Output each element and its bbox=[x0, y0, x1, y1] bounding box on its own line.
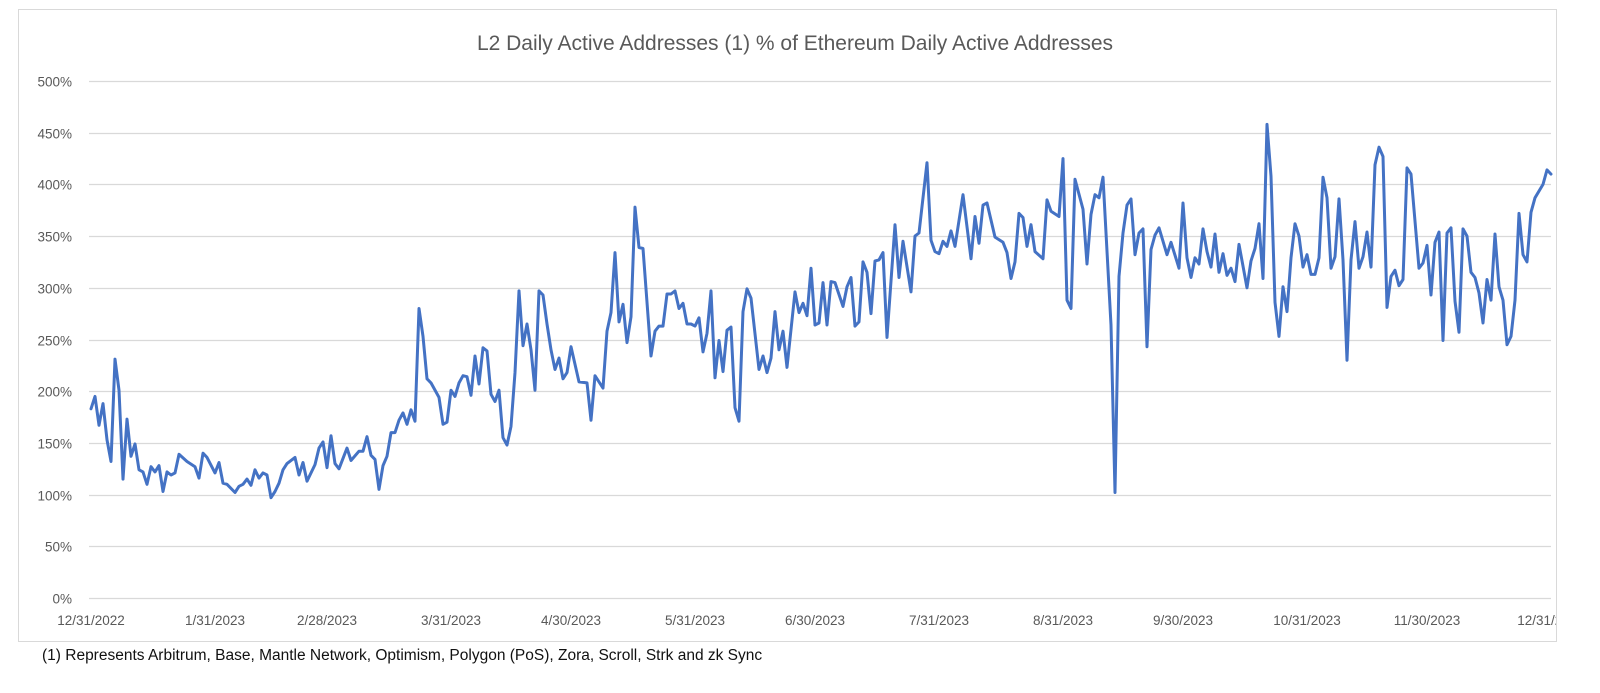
footnote: (1) Represents Arbitrum, Base, Mantle Ne… bbox=[42, 647, 763, 664]
x-tick-label: 8/31/2023 bbox=[1033, 613, 1093, 628]
gridlines bbox=[89, 80, 1551, 600]
x-tick-label: 10/31/2023 bbox=[1273, 613, 1341, 628]
x-tick-label: 6/30/2023 bbox=[785, 613, 845, 628]
x-tick-label: 12/31/2022 bbox=[57, 613, 125, 628]
x-tick-label: 12/31/2023 bbox=[1517, 613, 1585, 628]
x-tick-label: 1/31/2023 bbox=[185, 613, 245, 628]
chart-title: L2 Daily Active Addresses (1) % of Ether… bbox=[477, 32, 1113, 55]
y-tick-label: 100% bbox=[37, 489, 72, 504]
chart-frame bbox=[18, 9, 1557, 642]
x-tick-label: 9/30/2023 bbox=[1153, 613, 1213, 628]
y-tick-label: 250% bbox=[37, 334, 72, 349]
x-tick-label: 11/30/2023 bbox=[1394, 613, 1461, 628]
y-tick-label: 300% bbox=[37, 282, 72, 297]
y-tick-label: 50% bbox=[45, 540, 72, 555]
y-tick-label: 450% bbox=[37, 127, 72, 142]
y-tick-label: 200% bbox=[37, 385, 72, 400]
y-tick-label: 500% bbox=[37, 75, 72, 90]
series-group bbox=[89, 122, 1553, 500]
y-tick-label: 400% bbox=[37, 178, 72, 193]
x-tick-label: 7/31/2023 bbox=[909, 613, 969, 628]
x-tick-label: 3/31/2023 bbox=[421, 613, 481, 628]
x-tick-label: 4/30/2023 bbox=[541, 613, 601, 628]
y-tick-label: 350% bbox=[37, 230, 72, 245]
x-axis-ticks: 12/31/2022 1/31/2023 2/28/2023 3/31/2023 4/3… bbox=[57, 613, 1585, 628]
y-tick-label: 150% bbox=[37, 437, 72, 452]
x-tick-label: 5/31/2023 bbox=[665, 613, 725, 628]
x-tick-label: 2/28/2023 bbox=[297, 613, 357, 628]
series-line bbox=[89, 122, 1553, 500]
y-axis-ticks: 0% 50% 100% 150% 200% 250% 300% 350% 400% 450% 500… bbox=[37, 75, 72, 607]
y-tick-label: 0% bbox=[52, 592, 72, 607]
